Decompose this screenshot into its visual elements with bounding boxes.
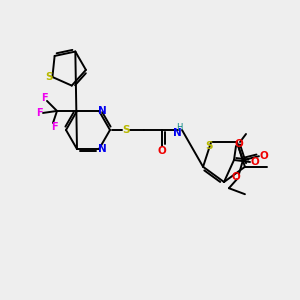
Text: F: F	[51, 122, 57, 132]
Text: N: N	[98, 106, 106, 116]
Text: H: H	[176, 124, 182, 133]
Text: S: S	[46, 72, 53, 82]
Text: F: F	[36, 108, 42, 118]
Text: N: N	[172, 128, 182, 138]
Text: O: O	[250, 157, 260, 167]
Text: O: O	[232, 172, 240, 182]
Text: S: S	[205, 141, 213, 151]
Text: F: F	[41, 93, 47, 103]
Text: N: N	[98, 144, 106, 154]
Text: S: S	[122, 125, 130, 135]
Text: O: O	[158, 146, 166, 156]
Text: O: O	[235, 139, 243, 149]
Text: O: O	[260, 151, 268, 161]
